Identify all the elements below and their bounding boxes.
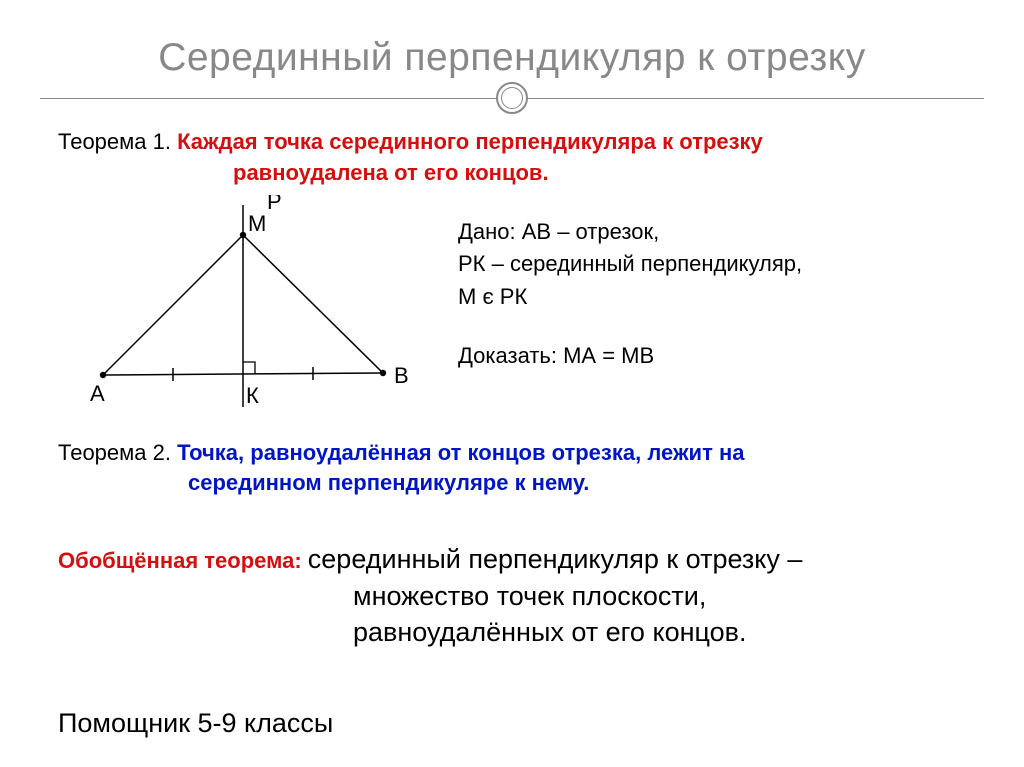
given-line3: М є РК	[458, 282, 966, 313]
general-label: Обобщённая теорема:	[58, 548, 308, 573]
segment-mb	[243, 235, 383, 373]
theorem-2-text2: серединном перпендикуляре к нему.	[188, 470, 589, 495]
general-text2: множество точек плоскости,	[58, 578, 966, 614]
diagram: А В К М Р	[58, 195, 458, 420]
given-column: Дано: АВ – отрезок, РК – серединный перп…	[458, 195, 966, 420]
given-prove: Доказать: МА = МВ	[458, 341, 966, 372]
given-line2: РК – серединный перпендикуляр,	[458, 249, 966, 280]
label-m: М	[248, 211, 266, 236]
point-b	[380, 369, 386, 375]
point-m	[240, 231, 246, 237]
slide: Серединный перпендикуляр к отрезку Теоре…	[0, 0, 1024, 767]
label-k: К	[246, 383, 259, 408]
slide-title: Серединный перпендикуляр к отрезку	[40, 36, 984, 80]
theorem-1-line2: равноудалена от его концов.	[58, 158, 966, 189]
title-divider	[40, 98, 984, 99]
theorem-2-text1: Точка, равноудалённая от концов отрезка,…	[177, 440, 744, 465]
footer: Помощник 5-9 классы	[58, 708, 333, 739]
right-angle-icon	[243, 362, 255, 374]
label-p: Р	[267, 195, 282, 214]
general-line1: Обобщённая теорема: серединный перпендик…	[58, 541, 966, 577]
theorem-2-label: Теорема 2.	[58, 440, 177, 465]
theorem-1-text1: Каждая точка серединного перпендикуляра …	[177, 129, 763, 154]
segment-ma	[103, 235, 243, 375]
content-area: Теорема 1. Каждая точка серединного перп…	[0, 109, 1024, 661]
diagram-row: А В К М Р Дано: АВ – отрезок, РК – серед…	[58, 195, 966, 420]
theorem-2-line2: серединном перпендикуляре к нему.	[58, 468, 966, 499]
given-line1: Дано: АВ – отрезок,	[458, 217, 966, 248]
theorem-1-text2: равноудалена от его концов.	[233, 160, 549, 185]
general-text3: равноудалённых от его концов.	[58, 614, 966, 650]
theorem-2: Теорема 2. Точка, равноудалённая от конц…	[58, 438, 966, 469]
label-b: В	[394, 363, 409, 388]
title-circle-inner-icon	[501, 87, 523, 109]
title-area: Серединный перпендикуляр к отрезку	[0, 0, 1024, 109]
general-theorem: Обобщённая теорема: серединный перпендик…	[58, 541, 966, 650]
theorem-1: Теорема 1. Каждая точка серединного перп…	[58, 127, 966, 158]
general-text1: серединный перпендикуляр к отрезку –	[308, 544, 803, 574]
label-a: А	[90, 381, 105, 406]
point-a	[100, 371, 106, 377]
geometry-svg: А В К М Р	[58, 195, 438, 420]
segment-ab	[103, 373, 383, 375]
theorem-1-label: Теорема 1.	[58, 129, 177, 154]
